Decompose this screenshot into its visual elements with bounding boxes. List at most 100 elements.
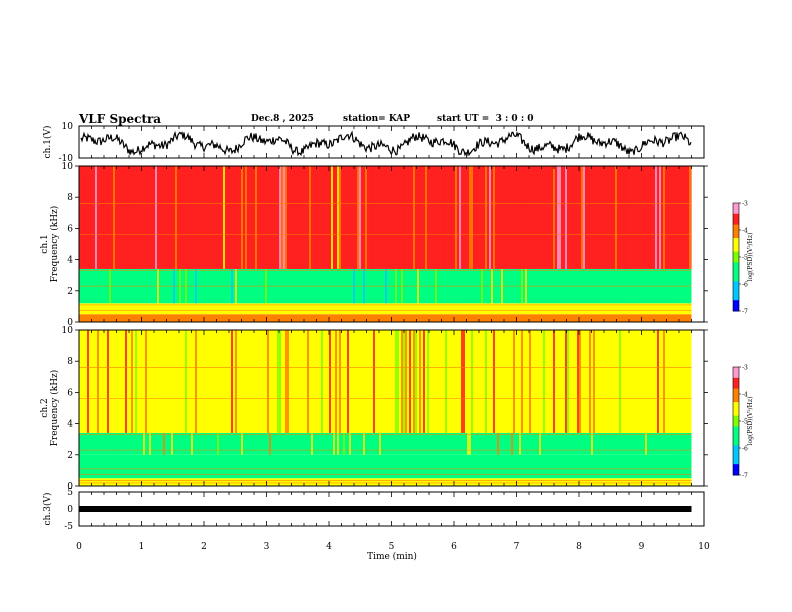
ch2-spec-streak [357, 330, 359, 433]
chart-title: VLF Spectra [79, 112, 162, 126]
ch2-cbar-swatch [733, 412, 739, 417]
ch2-spec-streak [537, 330, 539, 433]
x-tick-label: 5 [389, 542, 395, 552]
ch1-spec-streak [623, 166, 625, 269]
ch2-spec-streak [565, 330, 567, 433]
ch1-spec-streak [625, 166, 627, 269]
ch2-spec-streak [185, 330, 187, 433]
ch1-spec-streak [359, 166, 361, 269]
ch1-spec-streak [663, 166, 665, 269]
ch1-spec-streak [95, 166, 97, 269]
ch1-cbar-swatch [733, 259, 739, 263]
ch1-cbar-swatch [733, 300, 739, 304]
ch1-spec-streak [135, 166, 137, 269]
ch2-cbar-swatch [733, 464, 739, 468]
x-tick-label: 0 [76, 542, 82, 552]
ch2-spec-streak [445, 330, 447, 433]
ch1-cbar-swatch [733, 208, 739, 212]
ch2-cbar-swatch [733, 448, 739, 452]
ch1-spec-streak [581, 166, 583, 269]
ch1-spec-streak [357, 166, 359, 269]
ch1-spec-streak [659, 166, 661, 269]
ch3-y-tick-label: 0 [67, 505, 73, 515]
ch2-cbar-swatch [733, 367, 739, 371]
ch2-spec-streak [519, 432, 521, 455]
ch1-spec-streak [615, 166, 617, 269]
ch2-spec-streak [349, 432, 351, 455]
ch2-spec-streak [645, 432, 647, 455]
x-axis-label: Time (min) [367, 551, 417, 562]
ch1-spec-streak [569, 166, 571, 269]
ch1-spec-streak [559, 166, 561, 269]
ch2-spec-streak [511, 432, 513, 455]
ch2-spec-streak [269, 432, 271, 455]
ch1-cbar-label: log(PSD)(V²/Hz) [747, 233, 754, 282]
ch2-spec-streak [567, 330, 569, 433]
ch3-waveform-panel: 5 0 -5 ch.3(V) [42, 488, 705, 532]
ch1-spec-streak [519, 166, 521, 269]
ch1-spec-streak [391, 166, 393, 269]
ch2-spec-streak [515, 330, 517, 433]
ch2-cbar-tick-label: -6 [742, 446, 748, 453]
ch2-spec-streak [217, 432, 219, 455]
ch1-spec-streak [553, 166, 555, 269]
ch2-cbar-swatch [733, 394, 739, 398]
ch2-spec-streak [423, 330, 425, 433]
ch2-spec-streak [363, 432, 365, 455]
ch1-spec-streak [131, 166, 133, 269]
ch1-cbar-swatch [733, 235, 739, 239]
ch2-spec-streak [397, 330, 399, 433]
x-tick-label: 10 [698, 542, 710, 552]
ch2-spec-streak [311, 432, 313, 455]
ch2-spec-streak [87, 330, 89, 433]
x-tick-label: 3 [264, 542, 270, 552]
ch2-cbar-swatch [733, 431, 739, 435]
ch2-spec-streak [463, 330, 465, 433]
ch1-colorbar: -3 -4 -5 -6 -7 log(PSD)(V²/Hz) [732, 201, 754, 316]
ch1-spec-y-tick-label: 4 [67, 256, 73, 266]
ch1-spec-streak [103, 166, 105, 269]
ch2-spec-streak [277, 330, 279, 433]
ch1-spec-streak [127, 166, 129, 269]
ch2-spec-y-tick-label: 4 [67, 420, 73, 430]
ch2-cbar-swatch [733, 456, 739, 460]
ch2-spec-streak [653, 432, 655, 455]
ch2-spec-streak [405, 330, 407, 433]
ch2-spec-streak [427, 330, 429, 433]
ch1-cbar-tick-label: -3 [742, 201, 748, 208]
ch2-spec-streak [689, 432, 691, 455]
ch1-cbar-swatch [733, 281, 739, 285]
ch2-spec-streak [497, 432, 499, 455]
ch2-cbar-swatch [733, 372, 739, 376]
ch1-spec-band [79, 166, 692, 269]
ch1-spec-streak [523, 166, 525, 269]
ch2-spec-streak [279, 330, 281, 433]
ch2-spec-streak [467, 432, 469, 455]
date-label: Dec.8 , 2025 [251, 114, 314, 124]
ch2-spec-streak [663, 330, 665, 433]
ch2-cbar-tick-label: -3 [742, 365, 748, 372]
ch1-spec-y-tick-label: 8 [67, 193, 73, 203]
ch2-spec-streak [131, 330, 133, 433]
ch2-cbar-swatch [733, 450, 739, 454]
ch1-spec-streak [155, 166, 157, 269]
ch2-spec-y-label-2: Frequency (kHz) [49, 370, 60, 447]
ch1-cbar-swatch [733, 213, 739, 217]
ch1-cbar-swatch [733, 227, 739, 231]
ch2-spec-band [79, 432, 692, 455]
ch2-spec-streak [485, 330, 487, 433]
ch2-spec-streak [235, 330, 237, 433]
ch1-spec-streak [493, 166, 495, 269]
ch2-spec-streak [337, 432, 339, 455]
ch2-cbar-swatch [733, 437, 739, 441]
ch2-spec-streak [657, 330, 659, 433]
ch2-spec-streak [415, 330, 417, 433]
ch2-cbar-swatch [733, 461, 739, 465]
ch2-spec-streak [577, 330, 579, 433]
ch1-spec-y-tick-label: 10 [62, 162, 74, 172]
ch1-spec-streak [333, 166, 335, 269]
ch2-cbar-tick-label: -4 [742, 392, 748, 399]
ch3-y-tick-label: -5 [64, 522, 73, 532]
ch1-cbar-swatch [733, 265, 739, 269]
